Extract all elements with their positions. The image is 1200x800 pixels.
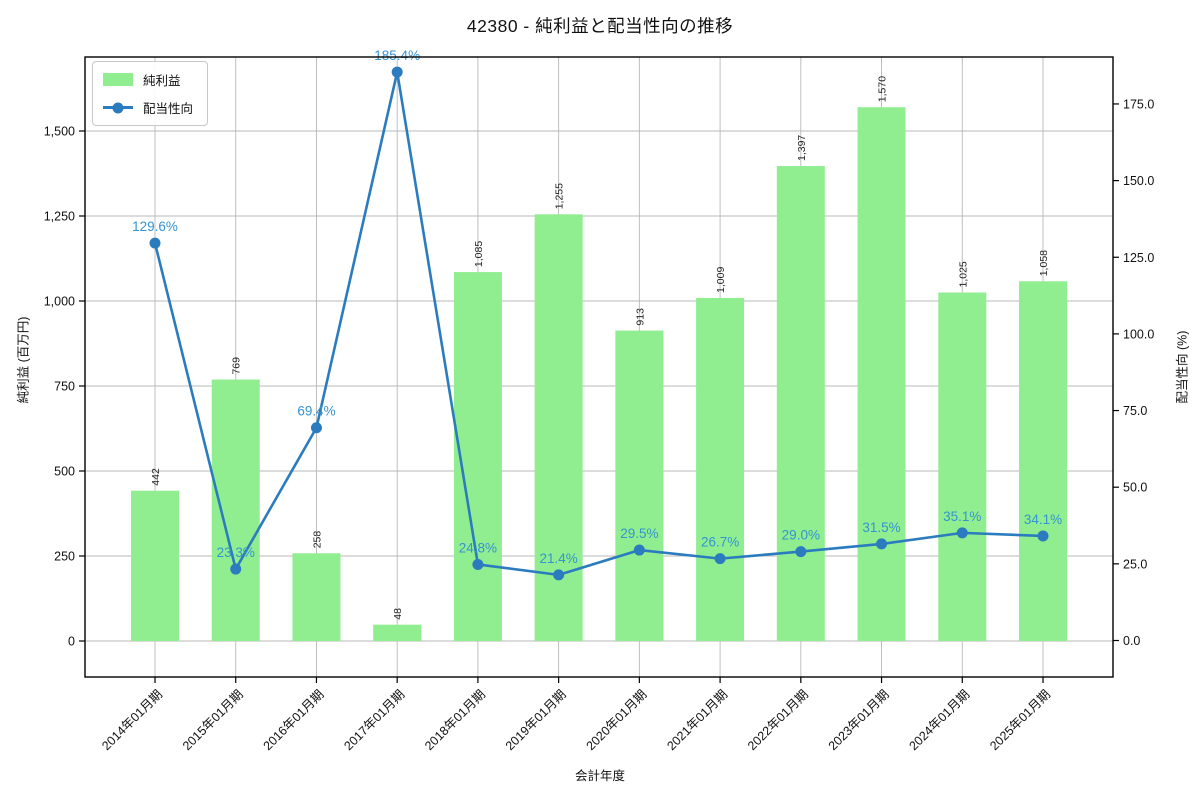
- right-tick-label: 150.0: [1123, 174, 1154, 188]
- x-tick-label: 2015年01月期: [180, 687, 246, 753]
- legend-label-payout-ratio: 配当性向: [143, 102, 194, 116]
- bar-value-label: 48: [392, 608, 404, 620]
- payout-ratio-marker: [230, 563, 242, 575]
- x-tick-label: 2018年01月期: [422, 687, 488, 753]
- payout-ratio-marker: [795, 546, 807, 558]
- right-tick-label: 100.0: [1123, 327, 1154, 341]
- bar-net-income: [373, 624, 422, 641]
- payout-ratio-label: 29.0%: [782, 528, 820, 543]
- bar-net-income: [615, 330, 664, 641]
- left-tick-label: 750: [54, 380, 75, 394]
- payout-ratio-label: 29.5%: [620, 526, 658, 541]
- y-axis-label-right: 配当性向 (%): [1175, 330, 1190, 404]
- bar-value-label: 769: [231, 357, 243, 375]
- x-tick-label: 2022年01月期: [745, 687, 811, 753]
- payout-ratio-marker: [714, 553, 726, 565]
- bar-net-income: [1019, 281, 1067, 641]
- legend-marker-dot-icon: [112, 102, 124, 113]
- legend: 純利益 配当性向: [92, 61, 209, 126]
- payout-ratio-label: 21.4%: [539, 551, 577, 566]
- legend-bar-swatch-icon: [103, 73, 133, 86]
- payout-ratio-label: 69.4%: [297, 404, 335, 419]
- left-tick-label: 1,250: [44, 210, 75, 224]
- payout-ratio-marker: [553, 569, 565, 581]
- legend-label-net-income: 純利益: [143, 74, 181, 88]
- right-tick-label: 175.0: [1123, 97, 1154, 111]
- payout-ratio-marker: [633, 544, 645, 556]
- bar-value-label: 1,009: [715, 267, 727, 293]
- bar-value-label: 442: [150, 468, 162, 486]
- right-tick-label: 125.0: [1123, 251, 1154, 265]
- payout-ratio-label: 185.4%: [374, 48, 420, 63]
- payout-ratio-label: 23.3%: [217, 545, 255, 560]
- bar-value-label: 1,058: [1038, 250, 1050, 276]
- payout-ratio-label: 31.5%: [862, 520, 900, 535]
- x-tick-label: 2019年01月期: [503, 687, 569, 753]
- bar-net-income: [211, 379, 260, 641]
- bar-net-income: [696, 297, 745, 641]
- right-tick-label: 75.0: [1123, 404, 1147, 418]
- x-axis-label: 会計年度: [574, 769, 625, 783]
- bar-net-income: [131, 490, 179, 641]
- right-tick-label: 25.0: [1123, 557, 1147, 571]
- plot-border: [84, 56, 1114, 678]
- x-tick-label: 2014年01月期: [99, 687, 165, 753]
- bar-value-label: 1,085: [473, 241, 485, 267]
- bar-net-income: [938, 292, 987, 641]
- payout-ratio-line: [153, 70, 1044, 577]
- bar-net-income: [453, 272, 502, 641]
- bar-value-label: 258: [311, 531, 323, 549]
- x-tick-label: 2021年01月期: [664, 687, 730, 753]
- payout-ratio-marker: [472, 558, 484, 570]
- left-tick-label: 250: [54, 550, 75, 564]
- right-tick-label: 50.0: [1123, 481, 1147, 495]
- left-tick-label: 500: [54, 465, 75, 479]
- legend-item-payout-ratio: 配当性向: [103, 98, 193, 117]
- right-tick-label: 0.0: [1123, 634, 1140, 648]
- bar-net-income: [857, 107, 906, 641]
- payout-ratio-marker: [1037, 530, 1049, 542]
- chart-title: 42380 - 純利益と配当性向の推移: [466, 16, 734, 36]
- y-axis-label-left: 純利益 (百万円): [16, 316, 31, 404]
- bar-net-income: [292, 553, 341, 641]
- payout-ratio-label: 35.1%: [943, 509, 981, 524]
- payout-ratio-marker: [956, 527, 968, 539]
- left-tick-label: 1,000: [44, 295, 75, 309]
- left-tick-label: 1,500: [44, 125, 75, 139]
- bar-value-label: 1,397: [796, 135, 808, 161]
- bar-value-label: 1,025: [957, 261, 969, 287]
- legend-line-swatch-icon: [103, 102, 133, 113]
- payout-ratio-marker: [149, 237, 161, 249]
- x-tick-label: 2016年01月期: [261, 687, 327, 753]
- x-tick-label: 2023年01月期: [826, 687, 892, 753]
- payout-ratio-marker: [876, 538, 888, 550]
- x-tick-label: 2020年01月期: [584, 687, 650, 753]
- payout-ratio-label: 24.8%: [459, 540, 497, 555]
- payout-ratio-marker: [391, 66, 403, 78]
- payout-ratio-marker: [310, 422, 322, 434]
- payout-ratio-label: 34.1%: [1024, 512, 1062, 527]
- left-tick-label: 0: [68, 635, 75, 649]
- x-tick-label: 2025年01月期: [987, 687, 1053, 753]
- x-tick-label: 2017年01月期: [341, 687, 407, 753]
- payout-ratio-label: 129.6%: [132, 219, 178, 234]
- bar-net-income: [776, 166, 825, 641]
- bar-value-label: 1,570: [877, 76, 889, 102]
- x-tick-label: 2024年01月期: [906, 687, 972, 753]
- bar-value-label: 913: [634, 308, 646, 326]
- payout-ratio-label: 26.7%: [701, 535, 739, 550]
- bar-value-label: 1,255: [554, 183, 566, 209]
- legend-item-net-income: 純利益: [103, 70, 193, 89]
